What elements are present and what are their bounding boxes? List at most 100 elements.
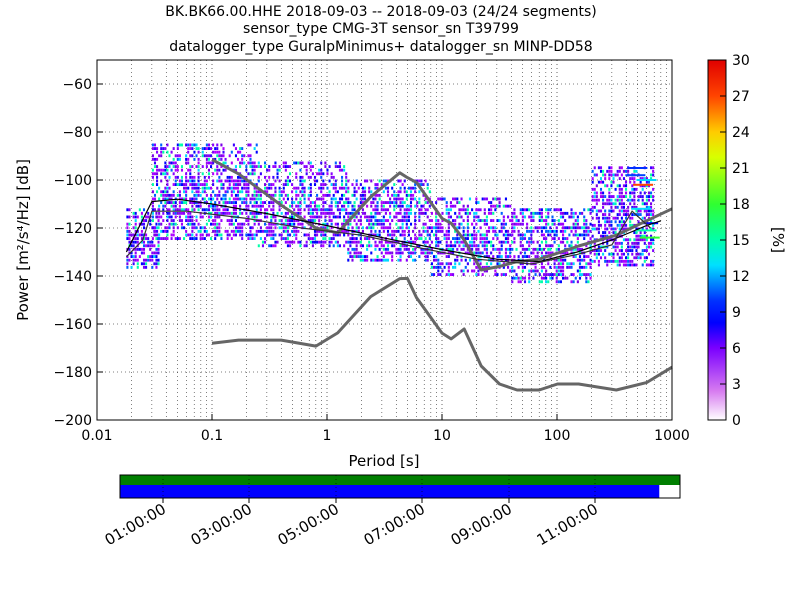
psd-cell xyxy=(591,169,594,173)
psd-cell xyxy=(492,226,495,230)
psd-cell xyxy=(191,186,194,190)
psd-cell xyxy=(462,273,465,276)
psd-cell xyxy=(652,227,655,231)
psd-cell xyxy=(322,211,325,215)
psd-cell xyxy=(614,241,617,245)
psd-cell xyxy=(151,265,154,269)
psd-cell xyxy=(180,226,184,230)
psd-cell xyxy=(203,190,206,194)
psd-cell xyxy=(624,184,628,188)
psd-cell xyxy=(272,208,275,212)
psd-cell xyxy=(608,209,611,213)
psd-cell xyxy=(189,183,192,186)
psd-cell xyxy=(610,227,613,231)
psd-cell xyxy=(606,216,609,220)
psd-cell xyxy=(255,183,258,186)
psd-cell xyxy=(507,265,510,269)
psd-cell xyxy=(604,216,607,220)
psd-cell xyxy=(399,186,402,190)
psd-cell xyxy=(393,201,396,204)
psd-cell xyxy=(466,215,469,219)
psd-cell xyxy=(286,233,289,237)
psd-cell xyxy=(191,190,194,194)
psd-cell xyxy=(347,233,350,237)
psd-cell xyxy=(439,229,442,233)
psd-cell xyxy=(218,168,221,172)
psd-cell xyxy=(136,258,139,262)
psd-cell xyxy=(232,204,235,208)
psd-cell xyxy=(318,168,321,172)
psd-cell xyxy=(622,195,625,198)
psd-cell xyxy=(363,255,367,258)
psd-cell xyxy=(239,233,242,237)
y-tick-label: −140 xyxy=(54,269,92,285)
psd-cell xyxy=(207,204,211,208)
psd-cell xyxy=(414,190,417,194)
psd-cell xyxy=(330,175,333,179)
psd-cell xyxy=(509,247,512,251)
psd-cell xyxy=(637,198,640,202)
psd-cell xyxy=(284,165,287,168)
psd-cell xyxy=(239,197,242,201)
psd-cell xyxy=(212,197,215,201)
psd-cell xyxy=(597,180,600,184)
psd-cell xyxy=(274,179,277,183)
psd-cell xyxy=(336,208,339,212)
psd-cell xyxy=(555,280,558,284)
psd-cell xyxy=(639,256,642,260)
psd-cell xyxy=(608,220,611,224)
psd-cell xyxy=(407,229,410,233)
psd-cell xyxy=(338,168,342,172)
psd-cell xyxy=(483,211,486,215)
psd-cell xyxy=(324,165,327,168)
psd-cell xyxy=(437,237,440,240)
psd-cell xyxy=(502,265,505,269)
psd-cell xyxy=(232,208,235,212)
psd-cell xyxy=(205,208,208,212)
psd-cell xyxy=(466,237,469,240)
psd-cell xyxy=(624,169,628,173)
psd-cell xyxy=(466,211,469,215)
psd-cell xyxy=(134,237,137,240)
psd-cell xyxy=(386,251,390,255)
psd-cell xyxy=(330,237,333,240)
psd-cell xyxy=(214,229,217,233)
psd-cell xyxy=(432,226,436,230)
psd-cell xyxy=(140,237,143,240)
psd-cell xyxy=(498,197,501,201)
psd-cell xyxy=(604,249,607,252)
psd-cell xyxy=(418,190,421,194)
psd-cell xyxy=(610,169,613,173)
psd-cell xyxy=(490,208,493,212)
psd-cell xyxy=(334,161,337,165)
psd-cell xyxy=(559,240,563,244)
psd-cell xyxy=(545,276,548,280)
psd-cell xyxy=(519,237,522,240)
psd-cell xyxy=(284,193,287,197)
psd-cell xyxy=(643,241,646,245)
psd-cell xyxy=(345,175,348,179)
psd-cell xyxy=(201,197,204,201)
psd-cell xyxy=(136,233,139,237)
psd-cell xyxy=(403,186,406,190)
psd-cell xyxy=(345,172,348,176)
psd-cell xyxy=(170,197,173,201)
psd-cell xyxy=(142,247,146,251)
psd-cell xyxy=(174,201,177,204)
psd-cell xyxy=(589,222,592,226)
psd-cell xyxy=(195,215,198,219)
psd-cell xyxy=(397,190,400,194)
psd-cell xyxy=(602,202,605,206)
psd-cell xyxy=(426,233,429,237)
psd-cell xyxy=(155,251,158,255)
psd-cell xyxy=(521,255,524,258)
psd-cell xyxy=(230,229,233,233)
psd-cell xyxy=(134,255,137,258)
psd-cell xyxy=(126,229,129,233)
psd-cell xyxy=(445,255,448,258)
psd-cell xyxy=(282,229,285,233)
psd-cell xyxy=(291,197,294,201)
psd-cell xyxy=(456,215,459,219)
psd-cell xyxy=(507,233,510,237)
psd-cell xyxy=(468,258,472,262)
